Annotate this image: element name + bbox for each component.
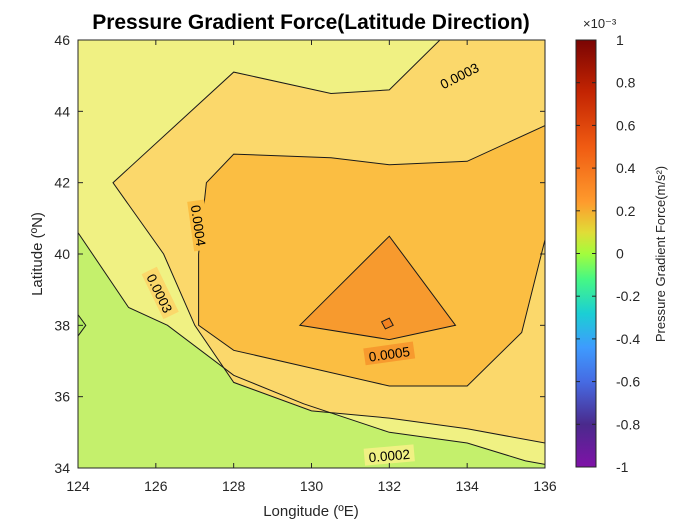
contour-label: 0.0002 — [368, 447, 410, 466]
y-tick-label: 44 — [54, 103, 70, 119]
colorbar-tick-label: 0 — [616, 246, 624, 262]
x-axis-label: Longitude (ºE) — [263, 503, 359, 520]
contour-line — [380, 317, 394, 330]
colorbar-tick-label: 0.6 — [616, 117, 636, 133]
contour-line — [112, 40, 545, 444]
contour-label-bg — [187, 199, 211, 252]
chart-title: Pressure Gradient Force(Latitude Directi… — [92, 11, 530, 34]
colorbar-tick-label: -0.2 — [616, 288, 640, 304]
contour-label-group: 0.0002 — [363, 444, 415, 466]
contour-line — [298, 235, 457, 341]
x-tick-label: 128 — [222, 478, 246, 494]
y-tick-label: 34 — [54, 460, 70, 476]
colorbar-tick-label: -0.4 — [616, 331, 640, 347]
contour-line — [198, 125, 545, 387]
y-tick-label: 40 — [54, 246, 70, 262]
contour-label-bg — [141, 266, 179, 320]
y-axis-ticks: 34 36 38 40 42 44 46 — [54, 32, 545, 476]
contour-label-bg — [433, 56, 486, 95]
y-tick-label: 38 — [54, 317, 70, 333]
colorbar-tick-label: -0.6 — [616, 374, 640, 390]
colorbar-tick-label: 0.2 — [616, 203, 636, 219]
contour-label-group: 0.0005 — [363, 341, 416, 366]
colorbar-tick-label: 0.8 — [616, 75, 636, 91]
x-tick-label: 134 — [455, 478, 479, 494]
x-tick-label: 130 — [300, 478, 324, 494]
contour-label-bg — [363, 444, 415, 466]
colorbar-tick-label: 0.4 — [616, 160, 636, 176]
contour-line — [78, 40, 545, 465]
contour-label: 0.0005 — [368, 344, 411, 365]
colorbar-tick-label: -0.8 — [616, 416, 640, 432]
contour-fills — [78, 40, 545, 468]
colorbar-label: Pressure Gradient Force(m/s²) — [653, 166, 668, 342]
contour-fill-region — [299, 236, 456, 340]
contour-label: 0.0004 — [188, 204, 209, 247]
y-axis-label: Latitude (ºN) — [29, 212, 46, 296]
colorbar-tick-label: 1 — [616, 32, 624, 48]
colorbar-ticks: 1 0.8 0.6 0.4 0.2 0 -0.2 -0.4 -0.6 -0.8 -1 — [576, 32, 640, 475]
colorbar-tick-label: -1 — [616, 459, 629, 475]
contour-label-bg — [363, 341, 416, 366]
x-tick-label: 136 — [533, 478, 557, 494]
y-tick-label: 46 — [54, 32, 70, 48]
x-axis-ticks: 124 126 128 130 132 134 136 — [66, 40, 557, 494]
y-tick-label: 36 — [54, 389, 70, 405]
x-tick-label: 126 — [144, 478, 168, 494]
contour-label-group: 0.0004 — [187, 199, 211, 252]
colorbar-multiplier: ×10⁻³ — [583, 16, 617, 31]
x-tick-label: 132 — [378, 478, 402, 494]
x-tick-label: 124 — [66, 478, 90, 494]
y-tick-label: 42 — [54, 175, 70, 191]
